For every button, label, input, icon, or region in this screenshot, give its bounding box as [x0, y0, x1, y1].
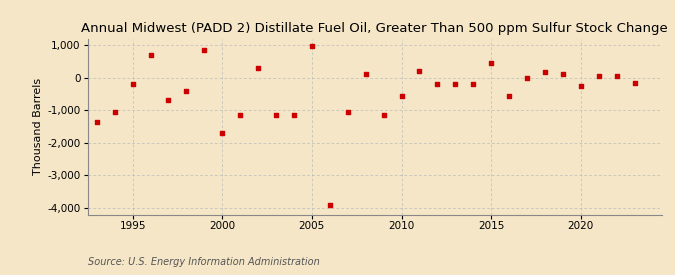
Point — [593, 74, 604, 78]
Point — [450, 82, 461, 86]
Point — [163, 98, 174, 103]
Point — [378, 113, 389, 117]
Point — [522, 76, 533, 81]
Point — [325, 202, 335, 207]
Point — [342, 110, 353, 114]
Point — [396, 93, 407, 98]
Point — [181, 89, 192, 93]
Point — [199, 48, 210, 52]
Point — [504, 93, 514, 98]
Point — [486, 61, 497, 65]
Point — [127, 82, 138, 86]
Point — [539, 70, 550, 74]
Point — [629, 80, 640, 85]
Title: Annual Midwest (PADD 2) Distillate Fuel Oil, Greater Than 500 ppm Sulfur Stock C: Annual Midwest (PADD 2) Distillate Fuel … — [81, 21, 668, 35]
Point — [575, 84, 586, 88]
Point — [235, 113, 246, 117]
Point — [109, 110, 120, 114]
Point — [558, 72, 568, 76]
Point — [432, 82, 443, 86]
Point — [360, 72, 371, 76]
Point — [217, 131, 227, 135]
Point — [612, 74, 622, 78]
Y-axis label: Thousand Barrels: Thousand Barrels — [33, 78, 43, 175]
Point — [91, 119, 102, 124]
Point — [145, 53, 156, 57]
Point — [271, 113, 281, 117]
Point — [306, 44, 317, 48]
Point — [468, 82, 479, 86]
Text: Source: U.S. Energy Information Administration: Source: U.S. Energy Information Administ… — [88, 257, 319, 267]
Point — [252, 66, 263, 70]
Point — [288, 113, 299, 117]
Point — [414, 69, 425, 73]
